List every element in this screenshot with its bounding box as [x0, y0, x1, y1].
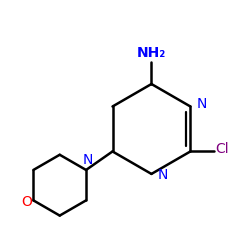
Text: N: N [157, 168, 168, 182]
Text: Cl: Cl [216, 142, 229, 156]
Text: NH₂: NH₂ [137, 46, 166, 60]
Text: N: N [82, 153, 92, 167]
Text: O: O [21, 195, 32, 209]
Text: N: N [196, 97, 206, 111]
